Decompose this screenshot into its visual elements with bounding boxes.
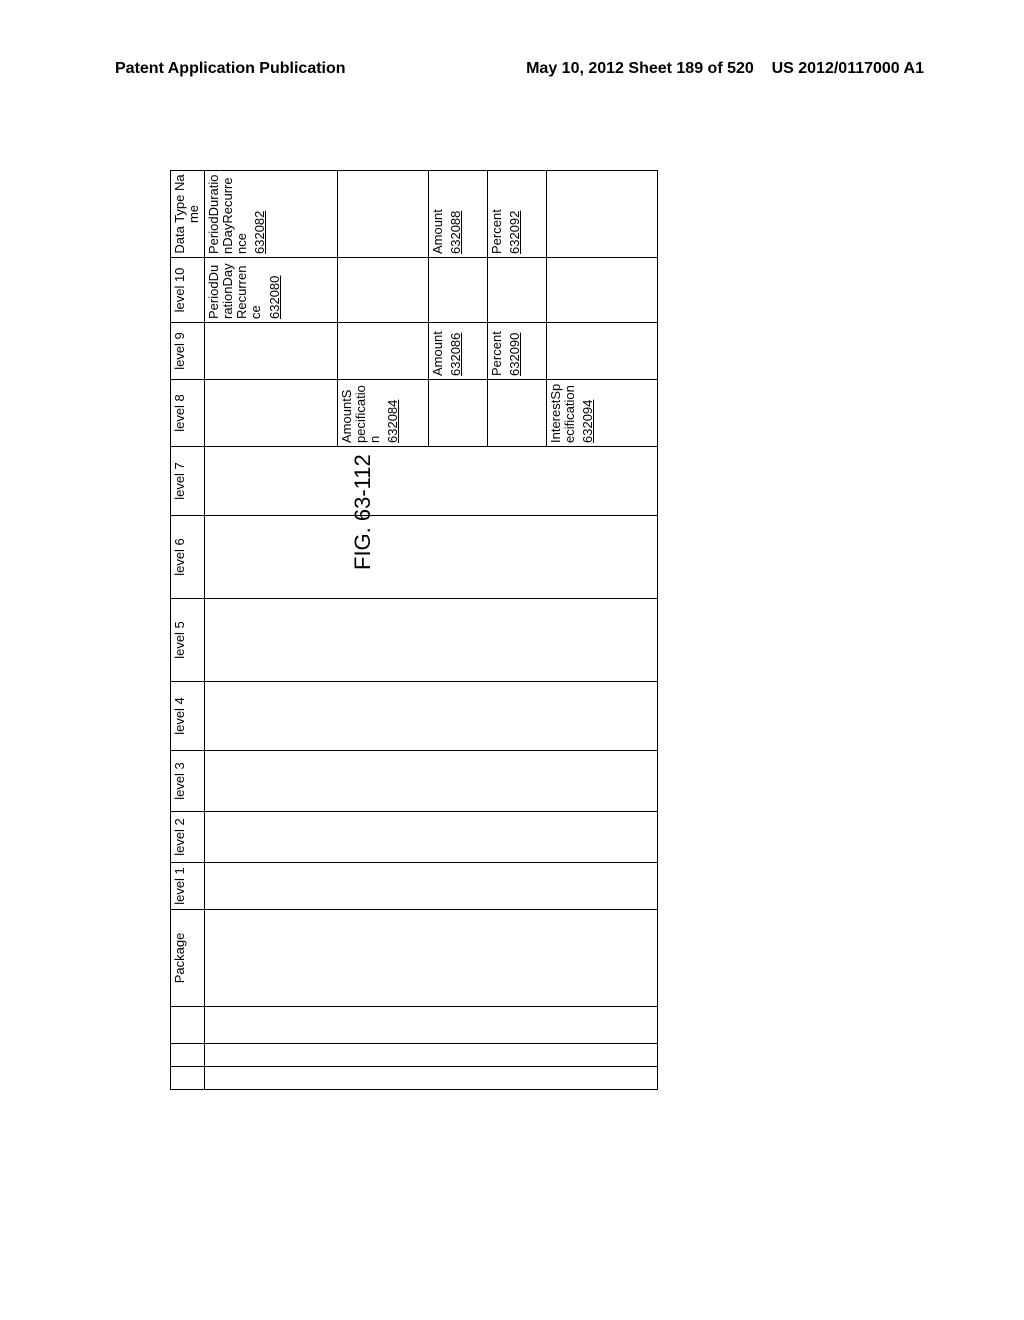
col-level10: level 10 xyxy=(171,258,205,323)
header-row: Package level 1 level 2 level 3 level 4 … xyxy=(171,171,205,1090)
col-level6: level 6 xyxy=(171,516,205,599)
col-level3: level 3 xyxy=(171,751,205,812)
cell-l9 xyxy=(546,323,657,380)
table-row: PeriodDurationDayRecurrence 632080 Perio… xyxy=(204,171,337,1090)
cell-dt: Amount 632088 xyxy=(428,171,487,258)
cell-dt xyxy=(546,171,657,258)
cell-l10: PeriodDurationDayRecurrence 632080 xyxy=(204,258,337,323)
cell-l8 xyxy=(428,380,487,447)
cell-dt: Percent 632092 xyxy=(487,171,546,258)
figure-area: FIG. 63-112 Package level 1 level 2 leve… xyxy=(170,170,790,1090)
cell-l8 xyxy=(487,380,546,447)
col-datatype: Data Type Name xyxy=(171,171,205,258)
col-level4: level 4 xyxy=(171,682,205,751)
cell-l8: AmountSpecification 632084 xyxy=(337,380,428,447)
cell-dt xyxy=(337,171,428,258)
header-left: Patent Application Publication xyxy=(115,60,346,78)
col-level5: level 5 xyxy=(171,599,205,682)
cell-dt: PeriodDurationDayRecurrence 632082 xyxy=(204,171,337,258)
col-pkg-b xyxy=(171,1044,205,1067)
col-level9: level 9 xyxy=(171,323,205,380)
cell-l10 xyxy=(546,258,657,323)
cell-l10 xyxy=(487,258,546,323)
col-level1: level 1 xyxy=(171,863,205,910)
cell-l9: Percent 632090 xyxy=(487,323,546,380)
cell-l9 xyxy=(204,323,337,380)
cell-l9: Amount 632086 xyxy=(428,323,487,380)
cell-l8: InterestSpecification 632094 xyxy=(546,380,657,447)
cell-l10 xyxy=(337,258,428,323)
col-level8: level 8 xyxy=(171,380,205,447)
col-package: Package xyxy=(171,910,205,1007)
cell-l8 xyxy=(204,380,337,447)
col-pkg-a xyxy=(171,1067,205,1090)
header-right: May 10, 2012 Sheet 189 of 520 US 2012/01… xyxy=(526,60,924,78)
col-level7: level 7 xyxy=(171,447,205,516)
data-table: Package level 1 level 2 level 3 level 4 … xyxy=(170,170,658,1090)
col-level2: level 2 xyxy=(171,812,205,863)
cell-l10 xyxy=(428,258,487,323)
cell-l9 xyxy=(337,323,428,380)
col-pkg-c xyxy=(171,1007,205,1044)
